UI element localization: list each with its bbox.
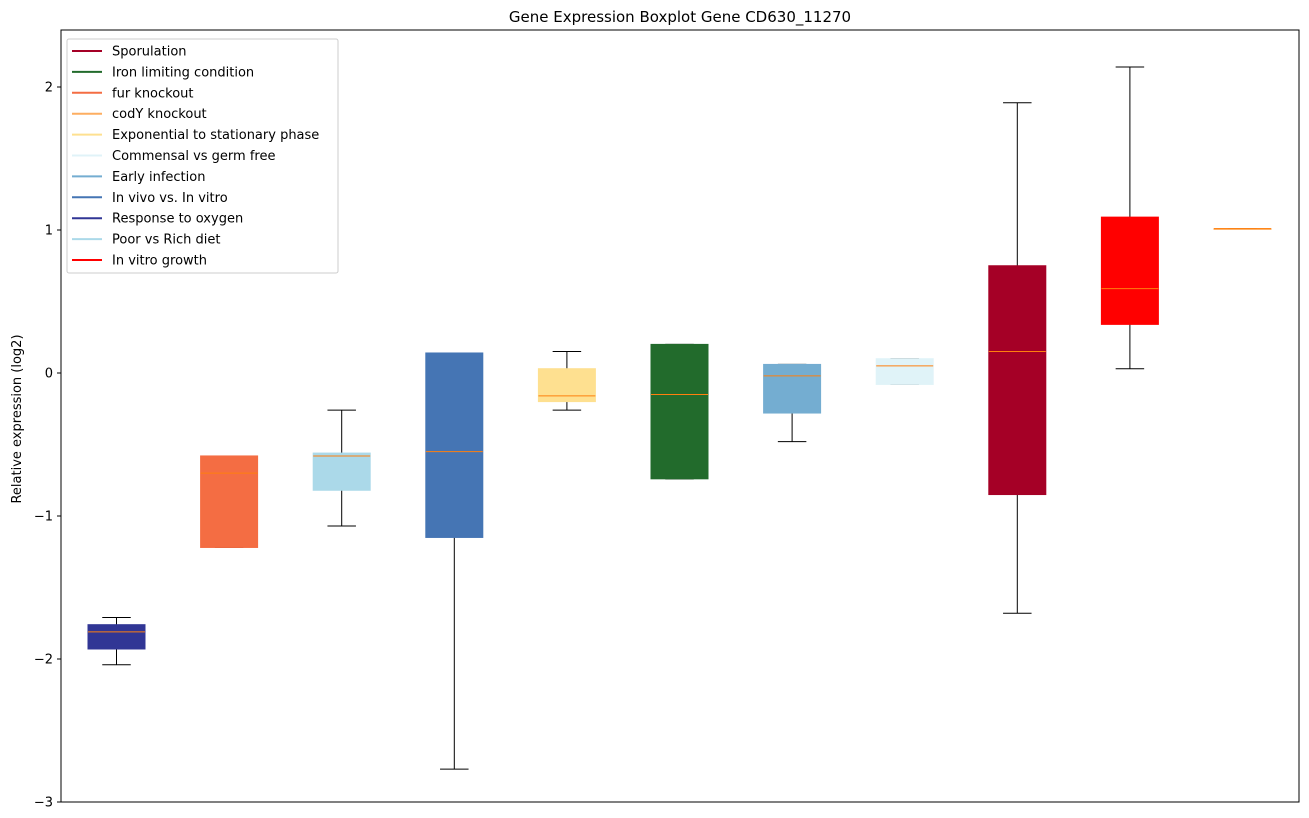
box-group — [763, 363, 822, 443]
box — [1100, 216, 1159, 325]
legend-label: Iron limiting condition — [112, 65, 254, 80]
box — [312, 452, 371, 491]
box — [988, 265, 1047, 496]
box — [200, 455, 259, 548]
plot-frame — [60, 29, 1300, 803]
legend-label: In vivo vs. In vitro — [112, 191, 228, 206]
legend-label: Exponential to stationary phase — [112, 128, 319, 143]
y-tick-label: −2 — [34, 653, 53, 668]
box-group — [87, 617, 146, 666]
legend-label: codY knockout — [112, 107, 207, 122]
box — [87, 624, 146, 650]
box-group — [425, 352, 484, 770]
legend: Sporulation Iron limiting condition fur kn… — [66, 38, 339, 274]
y-tick-label: 0 — [45, 367, 53, 382]
box-group — [312, 409, 371, 527]
box-group — [537, 351, 596, 411]
box — [763, 363, 822, 414]
y-tick-label: −3 — [34, 796, 53, 811]
box-group — [200, 455, 259, 548]
box — [425, 352, 484, 538]
y-axis-label: Relative expression (log2) — [10, 334, 25, 503]
box — [650, 343, 709, 480]
box-group — [1100, 66, 1159, 370]
box-group — [875, 358, 934, 385]
legend-label: Response to oxygen — [112, 212, 243, 227]
box — [875, 358, 934, 385]
y-tick-label: −1 — [34, 510, 53, 525]
legend-label: Sporulation — [112, 45, 187, 60]
y-tick-label: 2 — [45, 81, 53, 96]
box-group — [650, 343, 709, 480]
box-group — [988, 102, 1047, 614]
boxes-layer — [87, 66, 1272, 770]
y-tick-label: 1 — [45, 224, 53, 239]
legend-label: Early infection — [112, 170, 205, 185]
legend-frame — [66, 38, 339, 274]
chart-title: Gene Expression Boxplot Gene CD630_11270 — [509, 8, 851, 27]
y-axis: 2 1 0 −1 −2 −3 — [34, 81, 61, 811]
legend-label: In vitro growth — [112, 254, 207, 269]
legend-label: fur knockout — [112, 86, 194, 101]
legend-label: Poor vs Rich diet — [112, 233, 220, 248]
legend-label: Commensal vs germ free — [112, 149, 275, 164]
box-group — [1213, 228, 1272, 230]
box — [537, 368, 596, 403]
